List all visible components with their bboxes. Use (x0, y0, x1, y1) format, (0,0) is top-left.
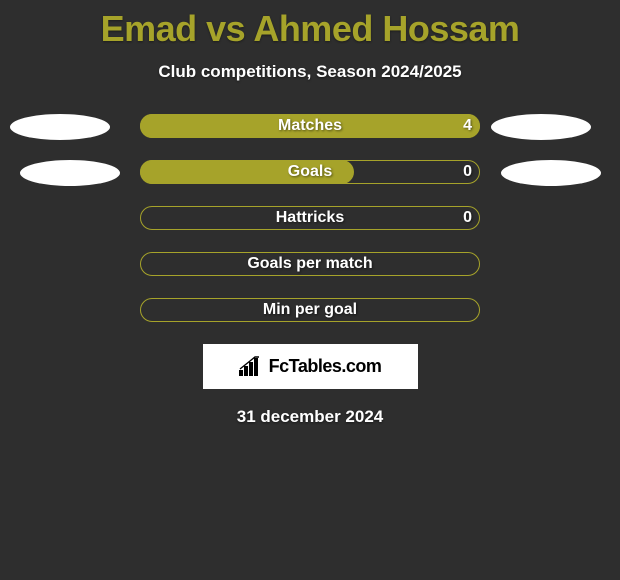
page-subtitle: Club competitions, Season 2024/2025 (0, 62, 620, 82)
stat-label: Matches (140, 114, 480, 138)
stat-label: Goals (140, 160, 480, 184)
stat-row: Hattricks0 (0, 206, 620, 232)
stat-label: Min per goal (140, 298, 480, 322)
stat-row: Goals per match (0, 252, 620, 278)
stat-value: 0 (442, 206, 472, 230)
date-label: 31 december 2024 (0, 407, 620, 427)
stat-row: Min per goal (0, 298, 620, 324)
stat-row: Matches4 (0, 114, 620, 140)
logo-text: FcTables.com (269, 356, 382, 377)
logo-prefix: Fc (269, 356, 289, 376)
logo-box: FcTables.com (203, 344, 418, 389)
comparison-chart: Matches4Goals0Hattricks0Goals per matchM… (0, 114, 620, 324)
stat-row: Goals0 (0, 160, 620, 186)
stat-label: Hattricks (140, 206, 480, 230)
bars-icon (239, 356, 265, 378)
page-title: Emad vs Ahmed Hossam (0, 0, 620, 50)
logo: FcTables.com (239, 356, 382, 378)
stat-value: 4 (442, 114, 472, 138)
stat-label: Goals per match (140, 252, 480, 276)
stat-value: 0 (442, 160, 472, 184)
logo-suffix: Tables.com (289, 356, 382, 376)
